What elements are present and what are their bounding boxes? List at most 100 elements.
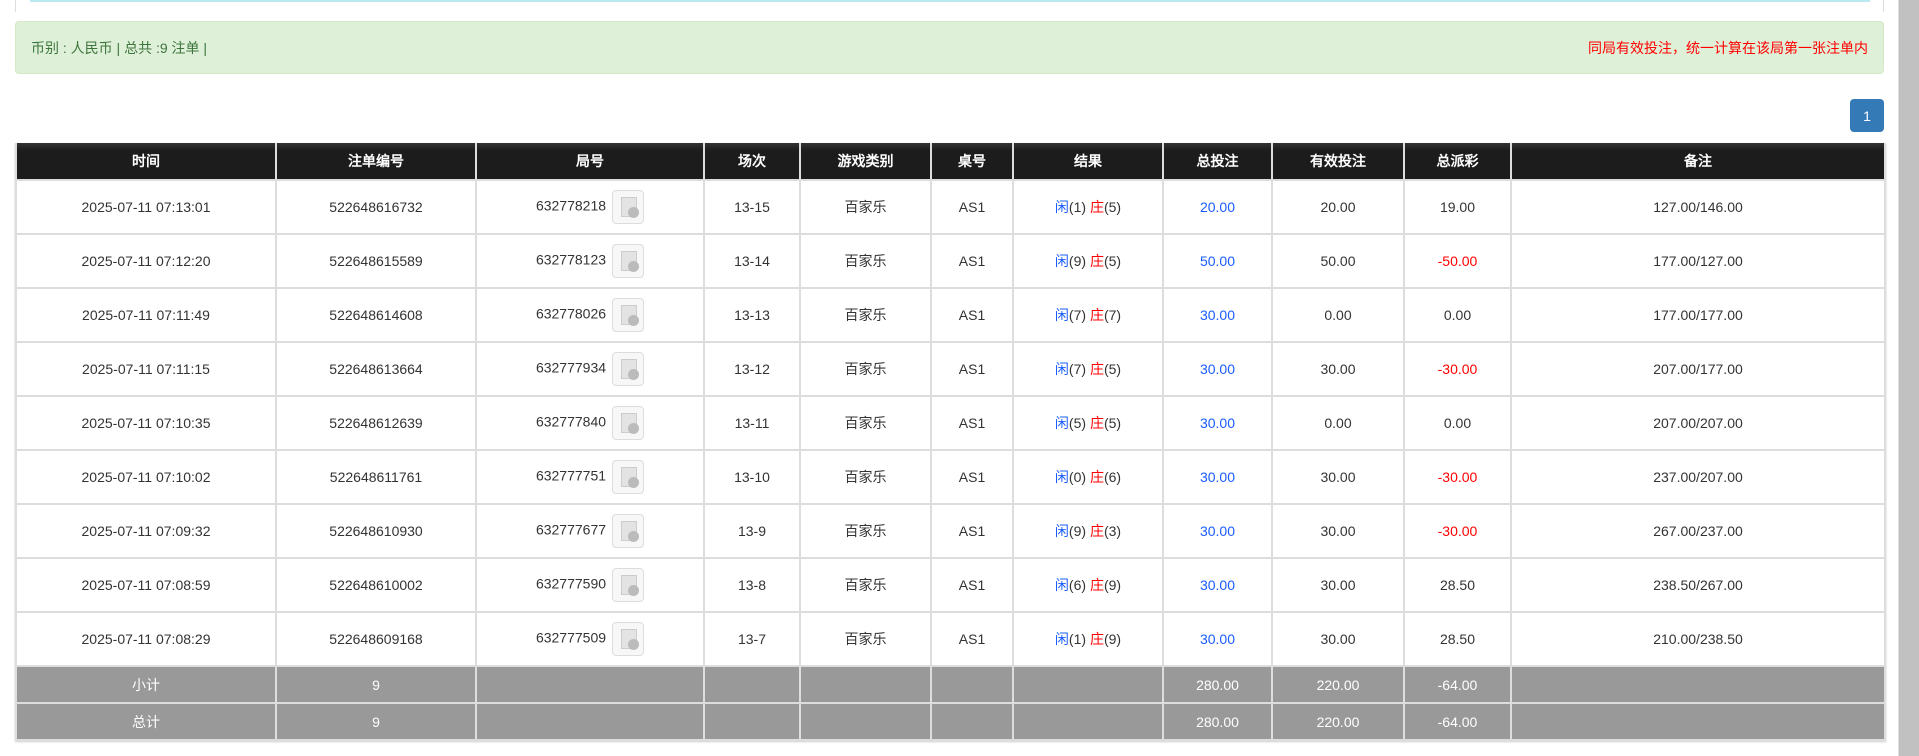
banker-score: (5) [1103,199,1122,215]
video-replay-icon[interactable] [612,622,645,656]
total-bet[interactable]: 50.00 [1162,233,1273,289]
bet-id: 522648609168 [275,611,477,667]
column-header[interactable]: 游戏类别 [799,143,932,180]
video-replay-icon[interactable] [612,244,645,278]
shoe: 13-11 [703,395,801,451]
round-number: 632777751 [535,467,607,484]
round-cell: 632777934 [475,341,705,397]
summary-valid: 220.00 [1271,665,1405,704]
column-header[interactable]: 局号 [475,143,705,180]
table-number: AS1 [930,557,1014,613]
column-header[interactable]: 有效投注 [1271,143,1405,180]
total-bet[interactable]: 30.00 [1162,449,1273,505]
video-replay-icon[interactable] [612,298,645,332]
bet-time: 2025-07-11 07:10:02 [15,449,277,505]
summary-total: 280.00 [1162,702,1273,741]
player-label: 闲 [1054,307,1069,323]
banker-label: 庄 [1089,199,1104,215]
note: 238.50/267.00 [1510,557,1886,613]
bet-id: 522648614608 [275,287,477,343]
total-bet[interactable]: 30.00 [1162,341,1273,397]
banker-label: 庄 [1089,469,1104,485]
payout: -30.00 [1403,503,1512,559]
banker-score: (9) [1103,577,1122,593]
payout: -50.00 [1403,233,1512,289]
note: 127.00/146.00 [1510,179,1886,235]
player-score: (9) [1068,523,1087,539]
total-bet[interactable]: 30.00 [1162,557,1273,613]
table-row: 2025-07-11 07:11:49 522648614608 6327780… [15,287,1886,343]
summary-total: 280.00 [1162,665,1273,704]
round-cell: 632777751 [475,449,705,505]
video-replay-icon[interactable] [612,352,645,386]
column-header[interactable]: 时间 [15,143,277,180]
column-header[interactable]: 备注 [1510,143,1886,180]
video-replay-icon[interactable] [612,514,645,548]
bet-id: 522648616732 [275,179,477,235]
result: 闲(1) 庄(5) [1012,179,1164,235]
video-replay-icon[interactable] [612,406,645,440]
payout: 19.00 [1403,179,1512,235]
summary-alert: 币别 : 人民币 | 总共 :9 注单 | 同局有效投注，统一计算在该局第一张注… [15,21,1884,74]
video-replay-icon[interactable] [612,190,645,224]
banker-label: 庄 [1089,361,1104,377]
game-type: 百家乐 [799,611,932,667]
result: 闲(7) 庄(7) [1012,287,1164,343]
bet-time: 2025-07-11 07:09:32 [15,503,277,559]
round-number: 632777590 [535,575,607,592]
round-cell: 632778123 [475,233,705,289]
player-score: (1) [1068,631,1087,647]
payout: -30.00 [1403,341,1512,397]
column-header[interactable]: 总派彩 [1403,143,1512,180]
game-type: 百家乐 [799,287,932,343]
banker-score: (5) [1103,415,1122,431]
banker-score: (9) [1103,631,1122,647]
note: 210.00/238.50 [1510,611,1886,667]
payout: -30.00 [1403,449,1512,505]
column-header[interactable]: 总投注 [1162,143,1273,180]
table-header: 时间 注单编号 局号 场次 游戏类别 桌号 结果 总投注 有效投注 总派彩 备注 [15,143,1886,180]
column-header[interactable]: 注单编号 [275,143,477,180]
banker-label: 庄 [1089,307,1104,323]
shoe: 13-9 [703,503,801,559]
page-button-1[interactable]: 1 [1850,99,1884,132]
result: 闲(5) 庄(5) [1012,395,1164,451]
total-bet[interactable]: 30.00 [1162,503,1273,559]
player-label: 闲 [1054,469,1069,485]
summary-row: 小计 9 280.00 220.00 -64.00 [15,665,1886,704]
player-label: 闲 [1054,253,1069,269]
valid-bet: 30.00 [1271,611,1405,667]
note: 207.00/207.00 [1510,395,1886,451]
banker-label: 庄 [1089,523,1104,539]
bet-id: 522648610002 [275,557,477,613]
game-type: 百家乐 [799,503,932,559]
total-bet[interactable]: 30.00 [1162,611,1273,667]
total-bet[interactable]: 20.00 [1162,179,1273,235]
column-header[interactable]: 场次 [703,143,801,180]
result: 闲(6) 庄(9) [1012,557,1164,613]
table-number: AS1 [930,449,1014,505]
scrollbar[interactable] [1898,0,1919,756]
summary-row: 总计 9 280.00 220.00 -64.00 [15,702,1886,741]
video-replay-icon[interactable] [612,460,645,494]
summary-valid: 220.00 [1271,702,1405,741]
total-bet[interactable]: 30.00 [1162,287,1273,343]
player-score: (1) [1068,199,1087,215]
total-bet[interactable]: 30.00 [1162,395,1273,451]
result: 闲(0) 庄(6) [1012,449,1164,505]
table-row: 2025-07-11 07:10:35 522648612639 6327778… [15,395,1886,451]
player-score: (9) [1068,253,1087,269]
column-header[interactable]: 桌号 [930,143,1014,180]
round-cell: 632777590 [475,557,705,613]
column-header[interactable]: 结果 [1012,143,1164,180]
valid-bet: 30.00 [1271,449,1405,505]
video-replay-icon[interactable] [612,568,645,602]
round-number: 632778026 [535,305,607,322]
shoe: 13-7 [703,611,801,667]
round-cell: 632778218 [475,179,705,235]
shoe: 13-12 [703,341,801,397]
result: 闲(1) 庄(9) [1012,611,1164,667]
note: 207.00/177.00 [1510,341,1886,397]
game-type: 百家乐 [799,341,932,397]
payout: 0.00 [1403,395,1512,451]
